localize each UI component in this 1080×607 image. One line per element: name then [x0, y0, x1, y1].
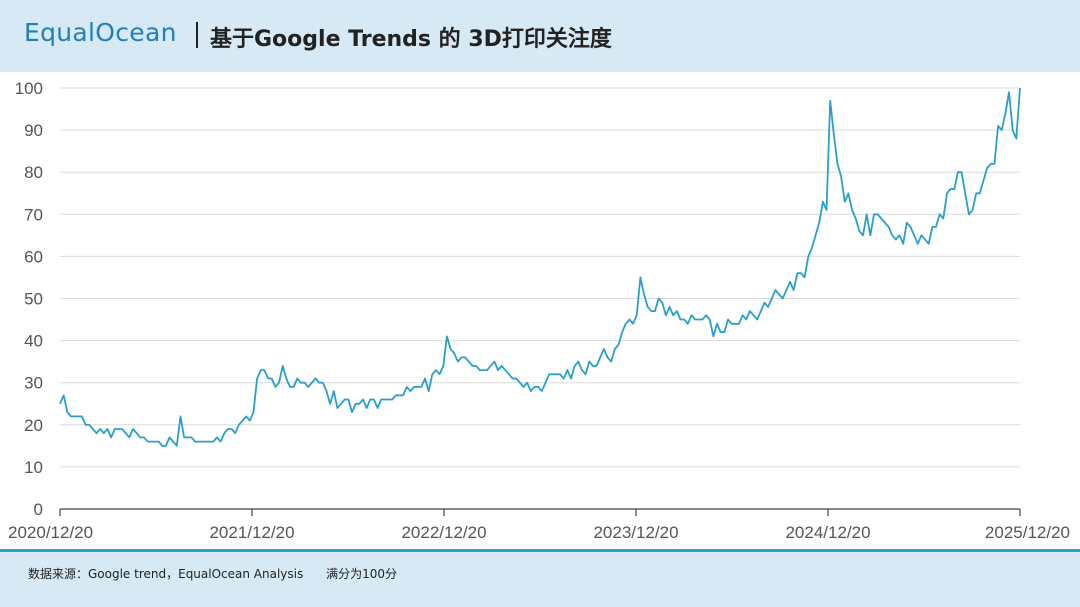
- x-tick-label: 2023/12/20: [593, 523, 678, 542]
- y-axis-tick-labels: 0 10 20 30 40 50 60 70 80 90 100: [15, 79, 43, 519]
- x-axis: [59, 508, 1021, 516]
- y-tick-label: 60: [24, 247, 43, 266]
- header-bar: EqualOcean 基于Google Trends 的 3D打印关注度: [0, 0, 1080, 72]
- y-tick-label: 100: [15, 79, 43, 98]
- y-tick-label: 30: [24, 374, 43, 393]
- y-tick-label: 80: [24, 163, 43, 182]
- line-chart: 0 10 20 30 40 50 60 70 80 90 100 2020/12/20 2021/12…: [8, 79, 1070, 542]
- x-tick-label: 2021/12/20: [209, 523, 294, 542]
- x-tick-label: 2020/12/20: [8, 523, 93, 542]
- footer-bar: 数据来源：Google trend，EqualOcean Analysis 满分…: [0, 552, 1080, 607]
- y-tick-label: 70: [24, 205, 43, 224]
- y-tick-label: 0: [34, 500, 43, 519]
- x-axis-tick-labels: 2020/12/20 2021/12/20 2022/12/20 2023/12/20…: [8, 523, 1070, 542]
- series-line: [59, 87, 1021, 447]
- x-tick-label: 2022/12/20: [401, 523, 486, 542]
- y-tick-label: 10: [24, 458, 43, 477]
- y-tick-label: 20: [24, 416, 43, 435]
- x-tick-label: 2025/12/20: [985, 523, 1070, 542]
- y-tick-label: 40: [24, 332, 43, 351]
- title-separator: [196, 22, 198, 48]
- equalocean-logo: EqualOcean: [24, 18, 177, 47]
- data-source-note: 数据来源：Google trend，EqualOcean Analysis 满分…: [28, 567, 398, 581]
- chart-gridlines: [60, 87, 1020, 468]
- y-tick-label: 50: [24, 290, 43, 309]
- chart-title: 基于Google Trends 的 3D打印关注度: [210, 27, 612, 52]
- x-tick-label: 2024/12/20: [785, 523, 870, 542]
- y-tick-label: 90: [24, 121, 43, 140]
- chart-series: [59, 87, 1021, 447]
- footer-divider: [0, 549, 1080, 552]
